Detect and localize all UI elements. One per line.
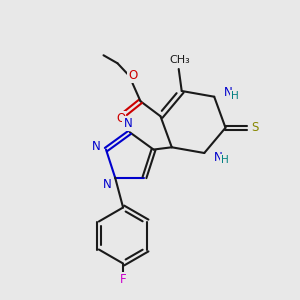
Text: N: N [103, 178, 112, 191]
Text: N: N [123, 117, 132, 130]
Text: O: O [116, 112, 125, 125]
Text: H: H [221, 155, 229, 165]
Text: N: N [224, 86, 233, 99]
Text: N: N [92, 140, 100, 153]
Text: N: N [214, 151, 223, 164]
Text: S: S [251, 121, 258, 134]
Text: O: O [128, 69, 137, 82]
Text: H: H [231, 91, 239, 101]
Text: CH₃: CH₃ [169, 55, 190, 65]
Text: F: F [120, 273, 126, 286]
